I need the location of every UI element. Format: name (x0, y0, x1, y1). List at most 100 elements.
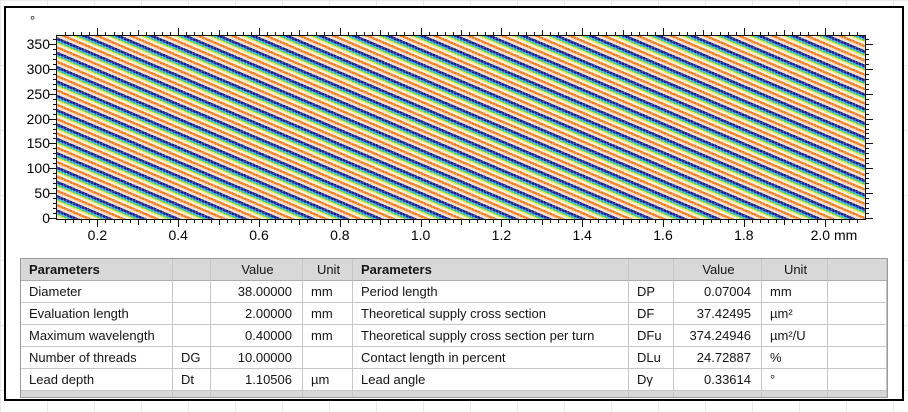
y-axis-tick (53, 148, 56, 150)
y-axis-tick (49, 193, 56, 195)
y-axis-tick-label: 350 (26, 36, 50, 52)
y-axis-tick (866, 128, 869, 130)
y-axis-tick (53, 123, 56, 125)
x-axis-tick (703, 30, 705, 35)
x-axis-tick (444, 32, 446, 35)
x-axis-tick (299, 30, 301, 35)
x-axis-tick (444, 220, 446, 223)
x-axis-tick (533, 32, 535, 35)
x-axis-tick (218, 220, 220, 225)
left-header-value: Value (211, 259, 303, 281)
y-axis-tick (866, 123, 869, 125)
x-axis-tick (800, 32, 802, 35)
x-axis-tick (452, 32, 454, 35)
x-axis-tick (541, 220, 543, 225)
left-param-value: 10.00000 (211, 347, 303, 369)
x-axis-tick (137, 220, 139, 225)
x-axis-tick (671, 32, 673, 35)
x-axis-tick (541, 30, 543, 35)
y-axis-tick (866, 183, 869, 185)
x-axis-tick (622, 220, 624, 225)
x-axis-tick (355, 32, 357, 35)
x-axis-tick (501, 28, 503, 35)
x-axis-tick (832, 220, 834, 223)
right-param-unit: µm²/U (762, 325, 828, 347)
right-param-unit: ° (762, 369, 828, 391)
right-param-value: 37.42495 (674, 303, 762, 325)
x-axis-tick (525, 32, 527, 35)
x-axis-tick (307, 220, 309, 223)
x-axis-tick (331, 220, 333, 223)
y-axis-tick (866, 78, 869, 80)
x-axis-tick (97, 220, 99, 227)
x-axis-tick (65, 220, 67, 223)
right-header-unit: Unit (762, 259, 828, 281)
right-header-parameters: Parameters (353, 259, 629, 281)
left-param-symbol: Dt (173, 369, 211, 391)
x-axis-tick (404, 32, 406, 35)
y-axis-tick (53, 103, 56, 105)
y-axis-tick (53, 153, 56, 155)
right-param-extra (828, 325, 887, 347)
x-axis-tick (557, 32, 559, 35)
x-axis-tick (784, 220, 786, 225)
y-axis-tick (866, 103, 869, 105)
x-axis-tick (848, 32, 850, 35)
x-axis-tick (751, 32, 753, 35)
left-param-symbol (173, 325, 211, 347)
y-axis-tick (866, 158, 869, 160)
x-axis-tick (323, 220, 325, 223)
y-axis-tick (866, 173, 869, 175)
left-param-unit: mm (303, 303, 353, 325)
left-param-value: 2.00000 (211, 303, 303, 325)
clipped-next-row-cell (353, 391, 629, 397)
x-axis-tick (194, 220, 196, 223)
clipped-next-row-cell (762, 391, 828, 397)
x-axis-tick (840, 220, 842, 223)
y-axis-tick (53, 108, 56, 110)
right-param-value: 374.24946 (674, 325, 762, 347)
x-axis-tick (396, 32, 398, 35)
x-axis-tick (226, 220, 228, 223)
x-axis-tick (590, 220, 592, 223)
x-axis-tick (307, 32, 309, 35)
left-param-unit: mm (303, 281, 353, 303)
x-axis-tick (97, 28, 99, 35)
x-axis-tick (372, 32, 374, 35)
right-param-name: Period length (353, 281, 629, 303)
y-axis-tick (53, 53, 56, 55)
x-axis-tick (210, 220, 212, 223)
x-axis-tick (711, 220, 713, 223)
y-axis-tick (53, 48, 56, 50)
x-axis-tick (412, 220, 414, 223)
y-axis-tick (53, 78, 56, 80)
y-axis-tick (866, 93, 873, 95)
x-axis-tick (153, 32, 155, 35)
y-axis-tick (53, 178, 56, 180)
x-axis-tick (735, 220, 737, 223)
right-param-unit: µm² (762, 303, 828, 325)
x-axis-tick (743, 220, 745, 227)
y-axis-tick (866, 168, 873, 170)
y-axis-tick (866, 108, 869, 110)
y-axis-tick (53, 163, 56, 165)
y-axis-tick (53, 88, 56, 90)
x-axis-tick (275, 32, 277, 35)
y-axis-tick (866, 188, 869, 190)
y-axis-tick (866, 218, 873, 219)
x-axis-tick (283, 220, 285, 223)
y-axis-tick (866, 198, 869, 200)
clipped-next-row-cell (211, 391, 303, 397)
y-axis-tick (866, 138, 869, 140)
x-axis-tick-label: 1.0 (410, 227, 431, 243)
left-header-parameters: Parameters (21, 259, 173, 281)
x-axis-tick (768, 220, 770, 223)
x-axis-tick (598, 32, 600, 35)
clipped-next-row-cell (173, 391, 211, 397)
right-param-name: Theoretical supply cross section per tur… (353, 325, 629, 347)
y-axis-tick (866, 143, 873, 145)
y-axis-tick (866, 88, 869, 90)
x-axis-tick (347, 32, 349, 35)
left-param-symbol (173, 303, 211, 325)
clipped-next-row-cell (21, 391, 173, 397)
